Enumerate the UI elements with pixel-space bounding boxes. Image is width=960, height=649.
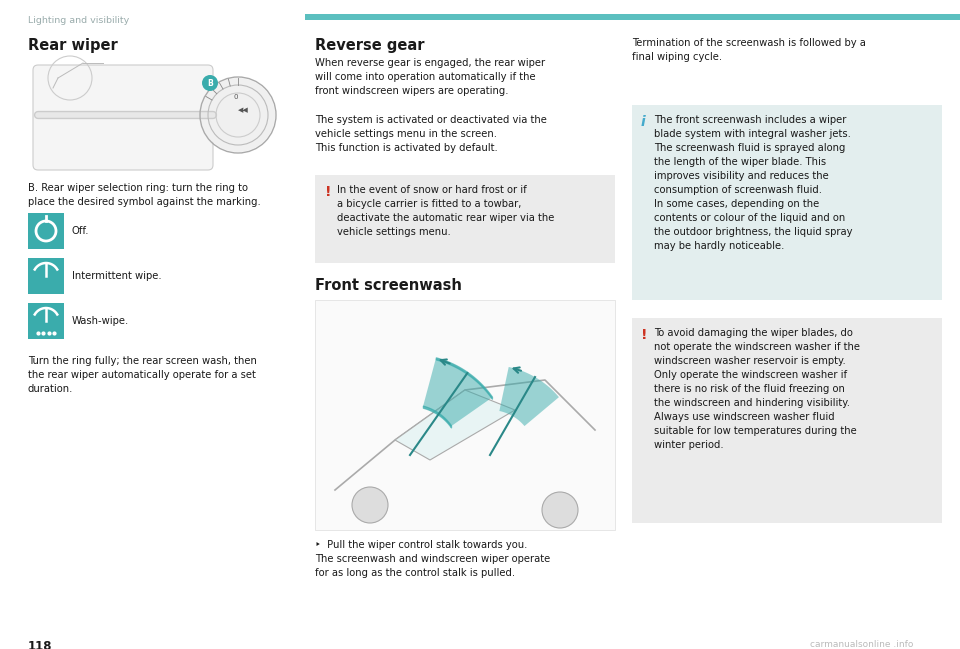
Text: !: !	[641, 328, 647, 342]
Text: 0: 0	[233, 94, 238, 100]
Bar	[305, 14, 960, 20]
FancyBboxPatch shape	[33, 65, 213, 170]
Bar	[632, 105, 942, 300]
FancyBboxPatch shape	[28, 303, 64, 339]
Text: Rear wiper: Rear wiper	[28, 38, 118, 53]
FancyBboxPatch shape	[28, 258, 64, 294]
Text: The system is activated or deactivated via the
vehicle settings menu in the scre: The system is activated or deactivated v…	[315, 115, 547, 153]
Text: Reverse gear: Reverse gear	[315, 38, 424, 53]
Text: B: B	[207, 79, 213, 88]
Text: carmanualsonline .info: carmanualsonline .info	[810, 640, 913, 649]
Text: Off.: Off.	[72, 226, 89, 236]
Circle shape	[542, 492, 578, 528]
Polygon shape	[423, 358, 492, 426]
Text: Front screenwash: Front screenwash	[315, 278, 462, 293]
Text: To avoid damaging the wiper blades, do
not operate the windscreen washer if the
: To avoid damaging the wiper blades, do n…	[654, 328, 860, 450]
Text: ‣  Pull the wiper control stalk towards you.
The screenwash and windscreen wiper: ‣ Pull the wiper control stalk towards y…	[315, 540, 550, 578]
Bar	[315, 300, 615, 530]
Text: ◀◀: ◀◀	[238, 107, 249, 113]
Text: 118: 118	[28, 640, 53, 649]
Text: Turn the ring fully; the rear screen wash, then
the rear wiper automatically ope: Turn the ring fully; the rear screen was…	[28, 356, 257, 394]
Text: In the event of snow or hard frost or if
a bicycle carrier is fitted to a towbar: In the event of snow or hard frost or if…	[337, 185, 554, 237]
Text: The front screenwash includes a wiper
blade system with integral washer jets.
Th: The front screenwash includes a wiper bl…	[654, 115, 852, 251]
Text: !: !	[325, 185, 331, 199]
Text: i: i	[641, 115, 646, 129]
Text: Termination of the screenwash is followed by a
final wiping cycle.: Termination of the screenwash is followe…	[632, 38, 866, 62]
Circle shape	[202, 75, 218, 91]
Polygon shape	[395, 390, 515, 460]
Circle shape	[352, 487, 388, 523]
Bar	[315, 175, 615, 263]
Circle shape	[201, 78, 275, 152]
Text: Intermittent wipe.: Intermittent wipe.	[72, 271, 161, 281]
Text: B. Rear wiper selection ring: turn the ring to
place the desired symbol against : B. Rear wiper selection ring: turn the r…	[28, 183, 261, 207]
Polygon shape	[499, 367, 559, 426]
Bar	[632, 318, 942, 523]
Text: Wash-wipe.: Wash-wipe.	[72, 316, 130, 326]
Text: When reverse gear is engaged, the rear wiper
will come into operation automatica: When reverse gear is engaged, the rear w…	[315, 58, 545, 96]
FancyBboxPatch shape	[28, 213, 64, 249]
Text: Lighting and visibility: Lighting and visibility	[28, 16, 130, 25]
